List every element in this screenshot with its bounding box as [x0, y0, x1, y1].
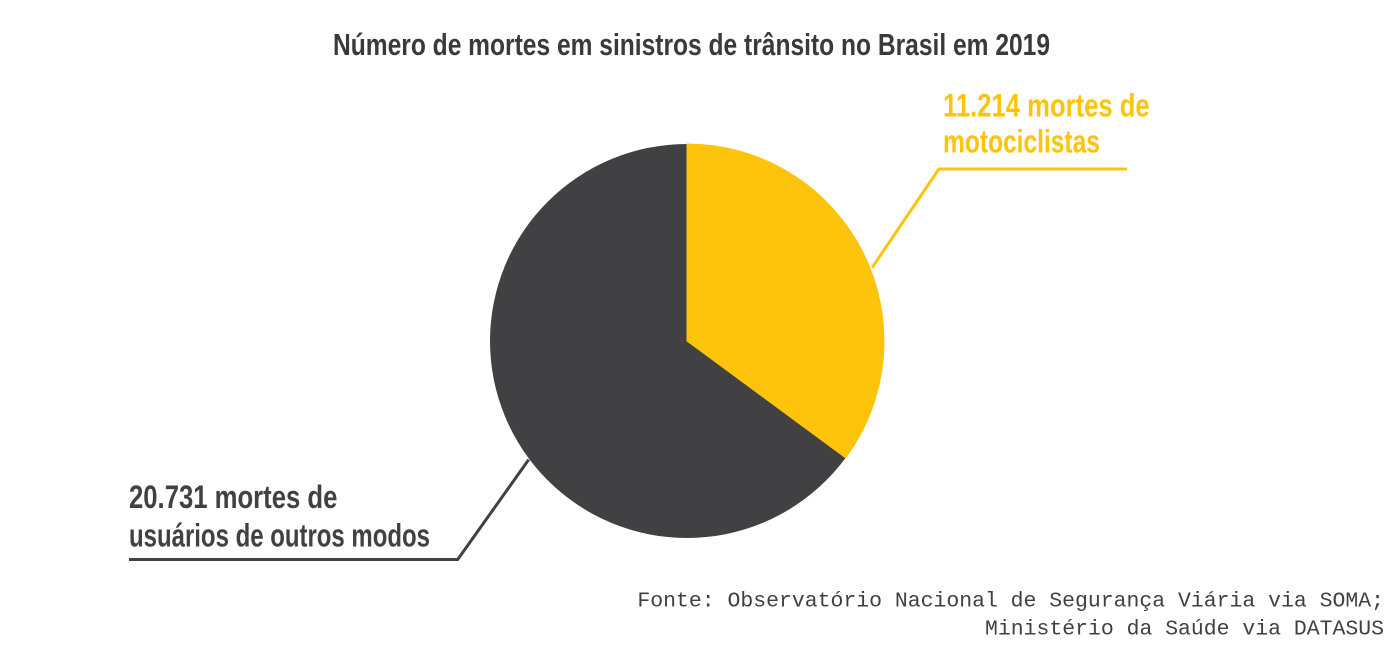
svg-text:11.214 mortes de: 11.214 mortes de: [943, 88, 1150, 124]
svg-text:Fonte: Observatório Nacional d: Fonte: Observatório Nacional de Seguranç…: [637, 589, 1384, 613]
svg-text:motociclistas: motociclistas: [943, 124, 1100, 160]
svg-text:usuários de outros modos: usuários de outros modos: [129, 518, 430, 554]
svg-text:20.731 mortes de: 20.731 mortes de: [129, 479, 337, 515]
svg-text:Número de mortes em sinistros: Número de mortes em sinistros de trânsit…: [333, 28, 1050, 62]
svg-text:Ministério da Saúde via DATASU: Ministério da Saúde via DATASUS: [985, 618, 1384, 642]
